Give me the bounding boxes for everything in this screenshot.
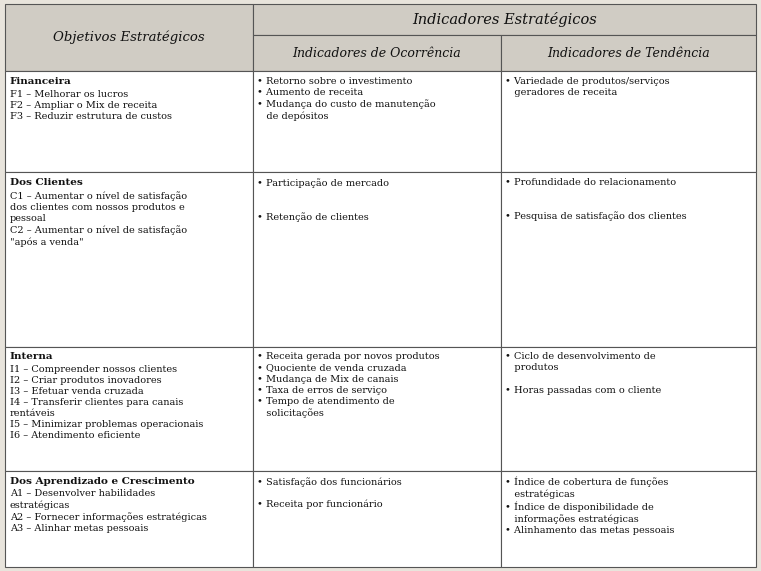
Bar [5, 471, 253, 567]
Text: • Receita gerada por novos produtos
• Quociente de venda cruzada
• Mudança de Mi: • Receita gerada por novos produtos • Qu… [257, 352, 440, 418]
Bar [501, 71, 756, 172]
Bar [501, 471, 756, 567]
Text: • Satisfação dos funcionários

• Receita por funcionário: • Satisfação dos funcionários • Receita … [257, 477, 402, 509]
Text: Dos Aprendizado e Crescimento: Dos Aprendizado e Crescimento [10, 477, 195, 486]
Text: • Variedade de produtos/serviços
   geradores de receita: • Variedade de produtos/serviços gerador… [505, 77, 670, 97]
Text: Interna: Interna [10, 352, 53, 361]
Bar [253, 172, 501, 347]
Bar [501, 35, 756, 71]
Bar [5, 4, 253, 71]
Text: A1 – Desenvolver habilidades
estratégicas
A2 – Fornecer informações estratégicas: A1 – Desenvolver habilidades estratégica… [10, 489, 207, 533]
Text: • Profundidade do relacionamento


• Pesquisa de satisfação dos clientes: • Profundidade do relacionamento • Pesqu… [505, 178, 687, 222]
Text: • Retorno sobre o investimento
• Aumento de receita
• Mudança do custo de manute: • Retorno sobre o investimento • Aumento… [257, 77, 436, 121]
Text: • Ciclo de desenvolvimento de
   produtos

• Horas passadas com o cliente: • Ciclo de desenvolvimento de produtos •… [505, 352, 661, 395]
Text: Objetivos Estratégicos: Objetivos Estratégicos [53, 31, 205, 45]
Bar [253, 35, 501, 71]
Bar [253, 347, 501, 471]
Text: Financeira: Financeira [10, 77, 72, 86]
Bar [501, 172, 756, 347]
Bar [253, 471, 501, 567]
Text: Indicadores Estratégicos: Indicadores Estratégicos [412, 12, 597, 27]
Text: Indicadores de Ocorrência: Indicadores de Ocorrência [292, 47, 461, 60]
Text: F1 – Melhorar os lucros
F2 – Ampliar o Mix de receita
F3 – Reduzir estrutura de : F1 – Melhorar os lucros F2 – Ampliar o M… [10, 90, 172, 121]
Text: Indicadores de Tendência: Indicadores de Tendência [547, 47, 709, 60]
Text: • Índice de cobertura de funções
   estratégicas
• Índice de disponibilidade de
: • Índice de cobertura de funções estraté… [505, 477, 675, 536]
Text: C1 – Aumentar o nível de satisfação
dos clientes com nossos produtos e
pessoal
C: C1 – Aumentar o nível de satisfação dos … [10, 191, 187, 247]
Bar [5, 347, 253, 471]
Bar [253, 71, 501, 172]
Bar [5, 172, 253, 347]
Text: I1 – Compreender nossos clientes
I2 – Criar produtos inovadores
I3 – Efetuar ven: I1 – Compreender nossos clientes I2 – Cr… [10, 365, 203, 440]
Bar [253, 4, 756, 35]
Bar [501, 347, 756, 471]
Bar [5, 71, 253, 172]
Text: Dos Clientes: Dos Clientes [10, 178, 83, 187]
Text: • Participação de mercado


• Retenção de clientes: • Participação de mercado • Retenção de … [257, 178, 389, 222]
